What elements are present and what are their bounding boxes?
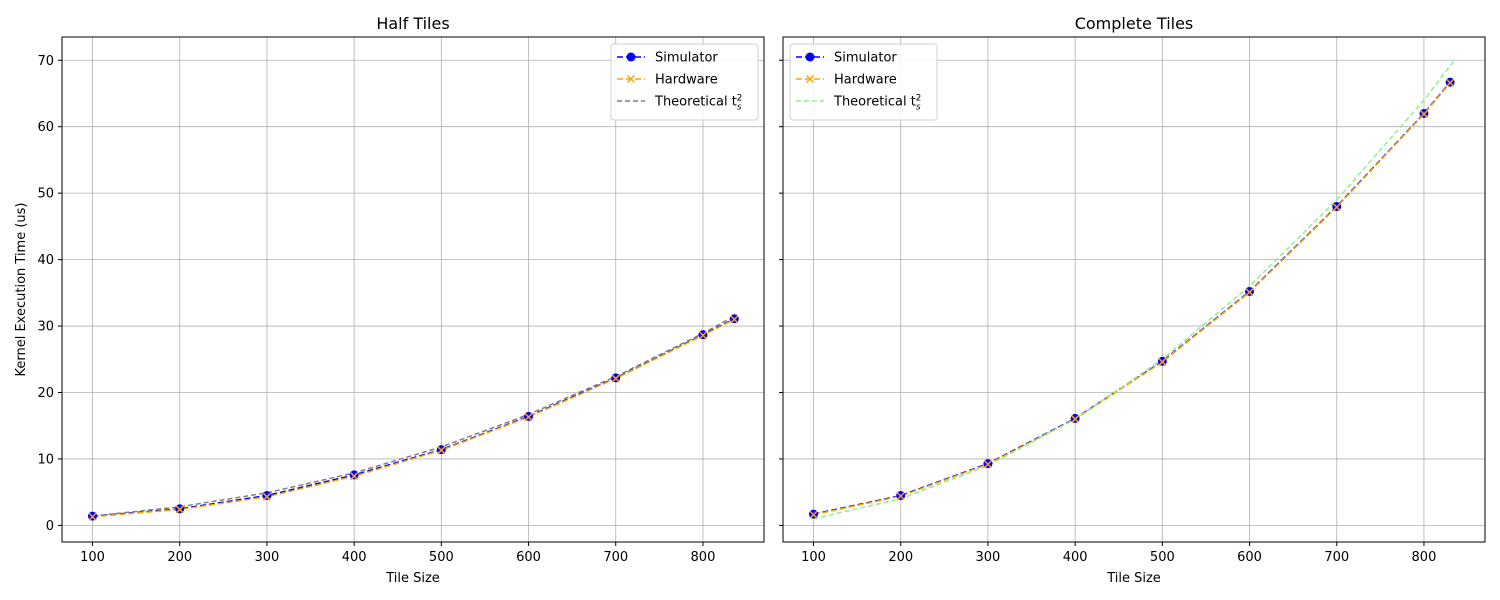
data-point-x	[175, 505, 184, 514]
series-line-3	[92, 315, 735, 517]
series-line-1	[92, 318, 735, 517]
plot-frame	[61, 36, 765, 543]
data-point-x	[730, 315, 739, 324]
data-point-x	[1332, 203, 1341, 212]
legend: Simulator Hardware Theoretical ts2	[789, 43, 938, 121]
chart-title: Complete Tiles	[1075, 14, 1194, 33]
y-tick-label: 0	[46, 519, 54, 534]
series-line-1	[813, 81, 1451, 515]
legend-label: Hardware	[834, 73, 897, 88]
y-tick-label: 50	[37, 187, 54, 202]
data-point-x	[809, 510, 818, 519]
series-line-2	[813, 82, 1451, 516]
x-tick-label: 200	[167, 550, 192, 565]
data-point-x	[896, 492, 905, 501]
legend-marker	[805, 52, 815, 62]
plot-frame	[782, 36, 1486, 543]
data-point-x	[1158, 357, 1167, 366]
x-tick-label: 400	[1063, 550, 1088, 565]
chart-title: Half Tiles	[376, 14, 449, 33]
legend-label: Theoretical ts2	[833, 94, 921, 113]
legend: Simulator Hardware Theoretical ts2	[610, 43, 759, 121]
x-tick-label: 600	[516, 550, 541, 565]
y-tick-label: 20	[37, 386, 54, 401]
x-tick-label: 300	[255, 550, 280, 565]
data-point-x	[698, 331, 707, 340]
data-point-x	[524, 413, 533, 422]
y-tick-label: 40	[37, 253, 54, 268]
y-tick-label: 60	[37, 120, 54, 135]
y-tick-label: 70	[37, 54, 54, 69]
y-tick-label: 30	[37, 320, 54, 335]
x-tick-label: 100	[80, 550, 105, 565]
x-tick-label: 500	[429, 550, 454, 565]
data-point-x	[983, 460, 992, 469]
legend-marker	[626, 52, 636, 62]
legend-box	[610, 43, 759, 121]
x-tick-label: 200	[888, 550, 913, 565]
data-point-x	[262, 492, 271, 501]
chart-panel-1: 100 200 300 400 500 600 700 800 0 10 20 30 40 50 60 70 H…	[14, 14, 765, 586]
y-axis-label: Kernel Execution Time (us)	[14, 202, 29, 376]
x-axis-label: Tile Size	[385, 571, 440, 586]
data-point-circle	[349, 470, 359, 480]
data-point-x	[437, 446, 446, 455]
data-point-x	[1446, 78, 1455, 87]
x-tick-label: 600	[1237, 550, 1262, 565]
data-point-x	[1419, 110, 1428, 119]
x-axis-label: Tile Size	[1106, 571, 1161, 586]
x-tick-label: 700	[603, 550, 628, 565]
data-point-circle	[262, 490, 272, 500]
x-tick-label: 800	[1412, 550, 1437, 565]
series-line-2	[92, 318, 735, 518]
data-point-x	[350, 472, 359, 481]
x-tick-label: 400	[342, 550, 367, 565]
chart-panel-2: 100 200 300 400 500 600 700 800 Complete Tiles Ti…	[779, 14, 1486, 586]
legend-label: Simulator	[834, 51, 897, 66]
legend-label: Hardware	[655, 73, 718, 88]
data-point-x	[88, 512, 97, 521]
data-point-x	[611, 374, 620, 383]
legend-box	[789, 43, 938, 121]
legend-label: Theoretical ts2	[654, 94, 742, 113]
data-point-x	[1071, 415, 1080, 424]
data-point-x	[1245, 288, 1254, 297]
x-tick-label: 800	[691, 550, 716, 565]
y-tick-label: 10	[37, 452, 54, 467]
x-tick-label: 300	[976, 550, 1001, 565]
legend-label: Simulator	[655, 51, 718, 66]
series-line-3	[813, 59, 1456, 520]
x-tick-label: 500	[1150, 550, 1175, 565]
x-tick-label: 100	[801, 550, 826, 565]
x-tick-label: 700	[1324, 550, 1349, 565]
